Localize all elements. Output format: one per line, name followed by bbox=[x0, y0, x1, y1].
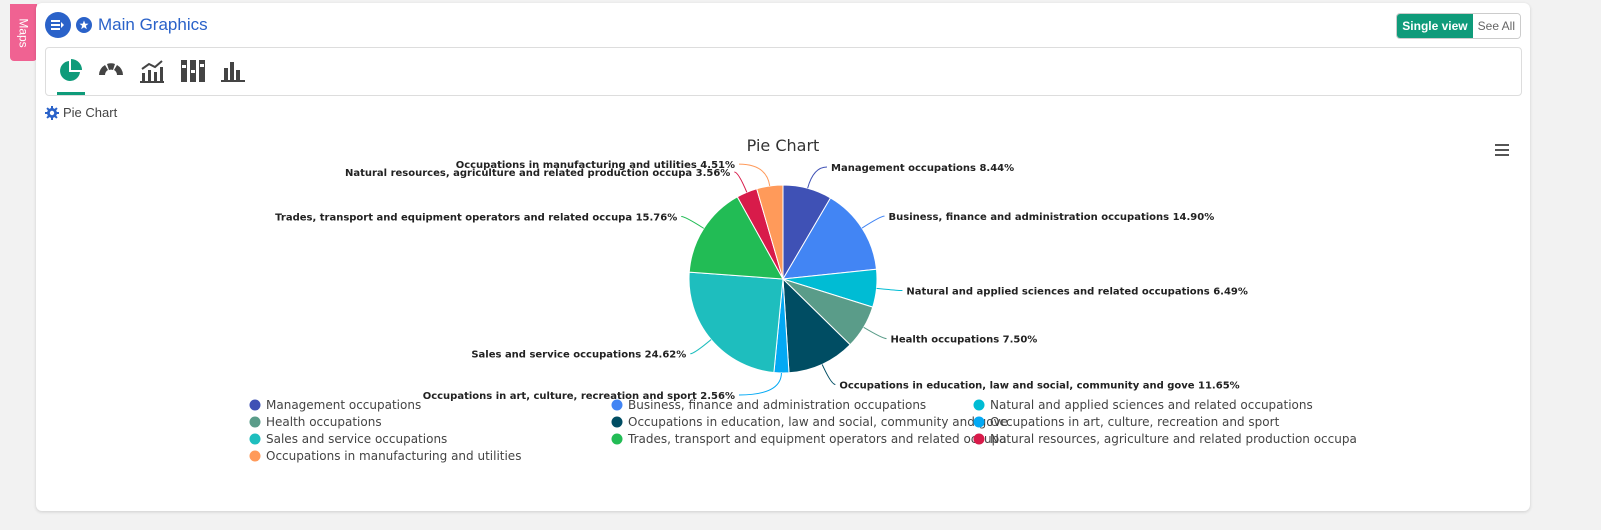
legend-label: Health occupations bbox=[266, 415, 382, 429]
chart-title: Pie Chart bbox=[747, 136, 820, 155]
data-label: Natural resources, agriculture and relat… bbox=[345, 168, 730, 179]
chart-subheader: Pie Chart bbox=[45, 105, 117, 120]
legend-marker bbox=[973, 416, 985, 428]
active-tab-indicator bbox=[57, 92, 85, 95]
legend-label: Natural resources, agriculture and relat… bbox=[990, 432, 1357, 446]
legend-item[interactable]: Trades, transport and equipment operator… bbox=[611, 432, 1007, 446]
chart-legend: Management occupations Business, finance … bbox=[249, 398, 1357, 463]
label-connector bbox=[807, 166, 828, 189]
legend-label: Natural and applied sciences and related… bbox=[990, 398, 1313, 412]
data-label: Occupations in education, law and social… bbox=[839, 380, 1239, 391]
legend-label: Business, finance and administration occ… bbox=[628, 398, 926, 412]
legend-item[interactable]: Sales and service occupations bbox=[249, 432, 448, 446]
pie-chart-icon[interactable] bbox=[57, 58, 83, 84]
legend-marker bbox=[611, 416, 623, 428]
label-connector bbox=[863, 326, 887, 340]
legend-label: Management occupations bbox=[266, 398, 421, 412]
bar-chart-icon[interactable] bbox=[220, 58, 246, 84]
chart-type-toolbar bbox=[45, 47, 1522, 96]
header: Main Graphics bbox=[45, 12, 208, 38]
page-title: Main Graphics bbox=[98, 15, 208, 34]
legend-marker bbox=[249, 450, 261, 462]
menu-toggle-button[interactable] bbox=[45, 12, 71, 38]
view-toggle: Single view See All bbox=[1396, 13, 1521, 39]
legend-item[interactable]: Natural resources, agriculture and relat… bbox=[973, 432, 1357, 446]
data-label: Sales and service occupations 24.62% bbox=[471, 350, 686, 361]
main-card: Main Graphics Single view See All Pie Ch… bbox=[36, 3, 1530, 511]
pie-slice[interactable] bbox=[688, 271, 784, 374]
legend-item[interactable]: Health occupations bbox=[249, 415, 382, 429]
pie-slices bbox=[688, 184, 878, 374]
data-label: Health occupations 7.50% bbox=[891, 335, 1038, 346]
semi-donut-icon[interactable] bbox=[98, 58, 124, 84]
maps-side-tab[interactable]: Maps bbox=[10, 4, 37, 61]
legend-label: Occupations in manufacturing and utiliti… bbox=[266, 449, 521, 463]
label-connectors bbox=[681, 163, 903, 396]
pie-slice[interactable] bbox=[756, 184, 784, 280]
label-connector bbox=[861, 215, 885, 229]
label-connector bbox=[738, 372, 782, 396]
legend-marker bbox=[611, 399, 623, 411]
chart-menu-icon[interactable] bbox=[1495, 144, 1509, 156]
legend-marker bbox=[973, 399, 985, 411]
chart-subheader-label: Pie Chart bbox=[63, 105, 118, 120]
pie-chart: Pie Chart Management occupations 8.44% Bu… bbox=[249, 136, 1509, 463]
label-connector bbox=[738, 163, 771, 187]
stacked-columns-icon[interactable] bbox=[180, 58, 206, 84]
menu-icon bbox=[51, 20, 64, 30]
gear-icon[interactable] bbox=[45, 105, 59, 120]
see-all-button[interactable]: See All bbox=[1472, 14, 1520, 38]
single-view-button[interactable]: Single view bbox=[1397, 14, 1473, 38]
data-label: Natural and applied sciences and related… bbox=[906, 287, 1247, 298]
legend-marker bbox=[973, 433, 985, 445]
maps-tab-label: Maps bbox=[16, 17, 31, 48]
legend-label: Occupations in art, culture, recreation … bbox=[990, 415, 1280, 429]
data-label: Management occupations 8.44% bbox=[831, 163, 1014, 174]
label-connector bbox=[876, 287, 903, 292]
legend-marker bbox=[249, 433, 261, 445]
legend-label: Sales and service occupations bbox=[266, 432, 447, 446]
legend-marker bbox=[249, 399, 261, 411]
data-labels: Management occupations 8.44% Business, fi… bbox=[275, 160, 1248, 402]
legend-item[interactable]: Occupations in manufacturing and utiliti… bbox=[249, 449, 522, 463]
legend-item[interactable]: Occupations in education, law and social… bbox=[611, 415, 1009, 429]
data-label: Occupations in art, culture, recreation … bbox=[423, 391, 735, 402]
label-connector bbox=[681, 216, 705, 229]
legend-marker bbox=[611, 433, 623, 445]
star-icon[interactable] bbox=[76, 17, 92, 33]
legend-item[interactable]: Natural and applied sciences and related… bbox=[973, 398, 1313, 412]
data-label: Trades, transport and equipment operator… bbox=[275, 213, 677, 224]
data-label: Business, finance and administration occ… bbox=[889, 212, 1215, 223]
legend-label: Occupations in education, law and social… bbox=[628, 415, 1008, 429]
label-connector bbox=[690, 339, 712, 355]
legend-item[interactable]: Business, finance and administration occ… bbox=[611, 398, 927, 412]
line-bar-chart-icon[interactable] bbox=[139, 58, 165, 84]
label-connector bbox=[821, 364, 836, 385]
pie-slice[interactable] bbox=[782, 197, 878, 280]
label-connector bbox=[734, 171, 748, 193]
legend-label: Trades, transport and equipment operator… bbox=[627, 432, 1007, 446]
legend-item[interactable]: Occupations in art, culture, recreation … bbox=[973, 415, 1280, 429]
data-label: Occupations in manufacturing and utiliti… bbox=[456, 160, 735, 171]
pie-slice[interactable] bbox=[782, 277, 851, 374]
legend-marker bbox=[249, 416, 261, 428]
legend-item[interactable]: Management occupations bbox=[249, 398, 422, 412]
